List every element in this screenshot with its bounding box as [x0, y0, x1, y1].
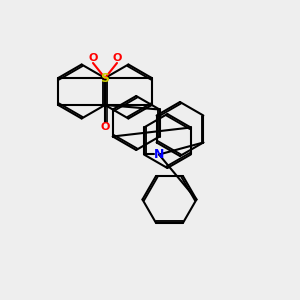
Text: O: O	[112, 53, 122, 64]
Text: S: S	[100, 71, 109, 85]
Text: N: N	[154, 148, 164, 161]
Text: O: O	[100, 122, 110, 132]
Text: O: O	[88, 53, 98, 64]
